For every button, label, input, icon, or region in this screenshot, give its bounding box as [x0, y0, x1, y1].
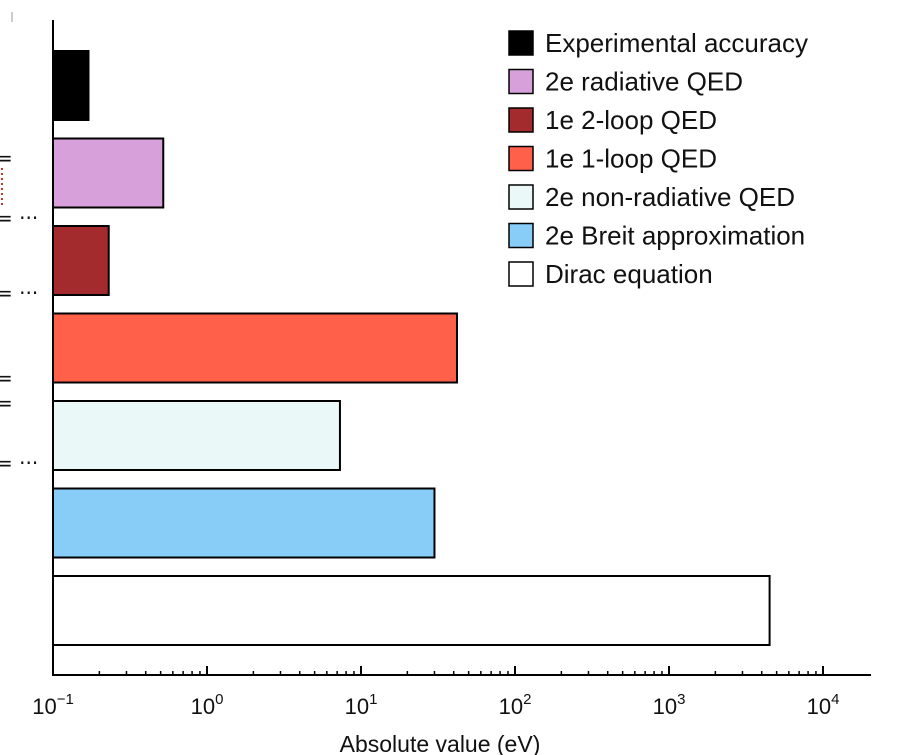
fragment-label: = ···	[0, 206, 38, 230]
x-tick-label: 10−1	[32, 691, 74, 719]
legend-label: 1e 2-loop QED	[545, 105, 717, 135]
bar-1e-1-loop-qed	[52, 312, 458, 384]
x-tick-label: 101	[345, 691, 378, 719]
x-tick-label: 103	[653, 691, 686, 719]
x-axis-tick-labels: 10−1 100 101 102 103 104	[32, 691, 839, 719]
legend-label: 2e Breit approximation	[545, 221, 805, 251]
legend-label: 2e radiative QED	[545, 67, 743, 97]
legend-swatch-1e-1-loop-qed	[508, 145, 534, 172]
legend-swatch-2e-radiative-qed	[508, 68, 534, 95]
legend-swatch-1e-2-loop-qed	[508, 107, 534, 133]
legend-swatch-2e-non-radiative-qed	[508, 184, 534, 210]
fragment-label: =	[0, 146, 13, 170]
bars	[52, 50, 771, 646]
legend-swatch-experimental-accuracy	[508, 30, 534, 56]
x-tick-label: 100	[191, 691, 224, 719]
legend-swatch-dirac-equation	[508, 261, 534, 287]
bar-experimental-accuracy	[52, 50, 90, 121]
bar-dirac-equation	[52, 575, 771, 646]
legend-label: Experimental accuracy	[545, 28, 808, 58]
legend: Experimental accuracy 2e radiative QED 1e …	[508, 28, 808, 289]
fragment-label: =	[0, 391, 13, 415]
x-axis-title: Absolute value (eV)	[340, 731, 541, 755]
fragment-label: = ···	[0, 451, 38, 475]
fragment-label: =	[0, 366, 13, 390]
x-axis-ticks	[52, 666, 824, 675]
bar-2e-radiative-qed	[52, 137, 165, 209]
legend-label: 1e 1-loop QED	[545, 144, 717, 174]
axes	[52, 20, 871, 676]
left-edge-label-fragments: = = ··· = ··· = = = ···	[0, 146, 38, 475]
bar-1e-2-loop-qed	[52, 225, 110, 296]
legend-label: 2e non-radiative QED	[545, 182, 795, 212]
x-tick-label: 104	[807, 691, 840, 719]
legend-swatch-2e-breit-approximation	[508, 222, 534, 249]
x-tick-label: 102	[499, 691, 532, 719]
bar-2e-non-radiative-qed	[52, 400, 341, 471]
legend-label: Dirac equation	[545, 259, 713, 289]
fragment-label: = ···	[0, 281, 38, 305]
bar-2e-breit-approximation	[52, 487, 436, 559]
